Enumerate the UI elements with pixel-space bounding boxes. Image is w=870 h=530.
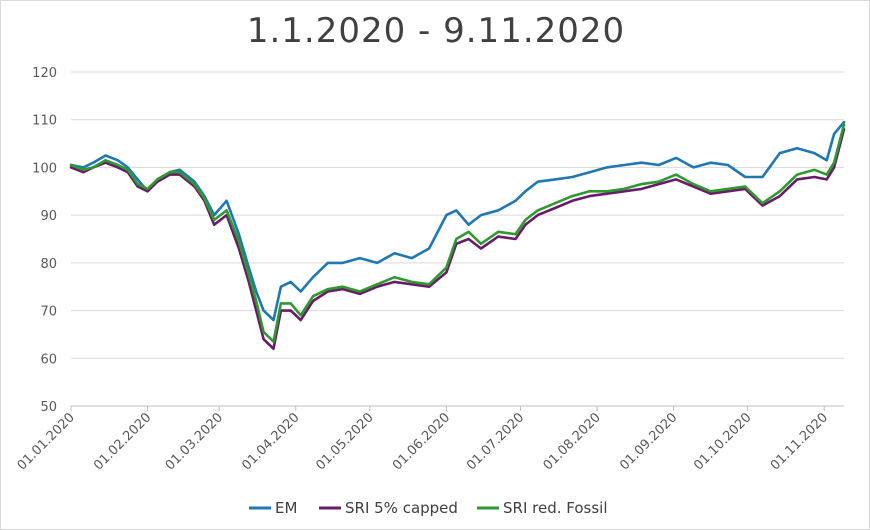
- series-line-1: [69, 128, 846, 351]
- x-tick-label: 01.08.2020: [541, 410, 604, 473]
- y-tick-label: 70: [40, 305, 57, 320]
- series-line-0: [69, 120, 846, 322]
- x-tick-label: 01.06.2020: [390, 410, 453, 473]
- series-lines: [69, 120, 846, 351]
- gridlines: [71, 71, 844, 407]
- x-axis: 01.01.2020 01.02.2020 01.03.2020 01.04.2020…: [15, 406, 831, 473]
- chart-title: 1.1.2020 - 9.11.2020: [246, 11, 626, 51]
- y-tick-label: 80: [40, 257, 57, 272]
- y-axis: 50 60 70 80 90 100 110 120: [32, 66, 57, 415]
- x-tick-label: 01.05.2020: [313, 410, 376, 473]
- legend-label: SRI 5% capped: [345, 499, 458, 517]
- y-tick-label: 110: [32, 114, 57, 129]
- legend-label: EM: [275, 499, 297, 517]
- x-tick-label: 01.10.2020: [691, 410, 754, 473]
- x-tick-label: 01.03.2020: [163, 410, 226, 473]
- series-line-2: [69, 123, 846, 343]
- y-tick-label: 120: [32, 66, 57, 81]
- x-tick-label: 01.01.2020: [15, 410, 78, 473]
- x-tick-label: 01.07.2020: [464, 410, 527, 473]
- legend: EM SRI 5% capped SRI red. Fossil: [249, 499, 608, 517]
- y-tick-label: 60: [40, 352, 57, 367]
- x-tick-label: 01.11.2020: [768, 410, 831, 473]
- x-tick-label: 01.04.2020: [239, 410, 302, 473]
- y-tick-label: 50: [40, 400, 57, 415]
- y-tick-label: 100: [32, 161, 57, 176]
- legend-label: SRI red. Fossil: [503, 499, 608, 517]
- x-tick-label: 01.02.2020: [91, 410, 154, 473]
- x-tick-label: 01.09.2020: [617, 410, 680, 473]
- y-tick-label: 90: [40, 209, 57, 224]
